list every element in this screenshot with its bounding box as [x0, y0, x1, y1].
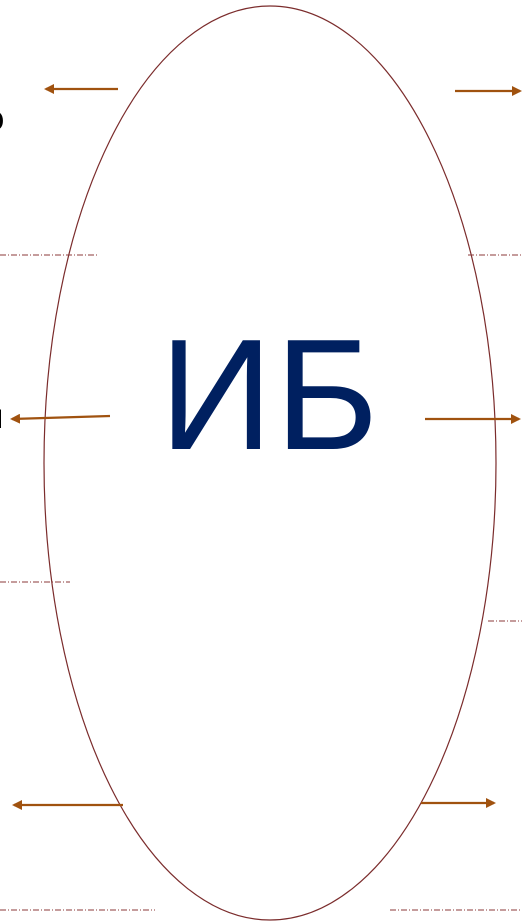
edge-text-fragment-top: o	[0, 102, 5, 136]
edge-text-fragment-middle: ч	[0, 400, 4, 434]
center-label: ИБ	[159, 307, 381, 483]
arrow-middle-left	[10, 413, 111, 424]
central-ellipse	[43, 5, 497, 921]
